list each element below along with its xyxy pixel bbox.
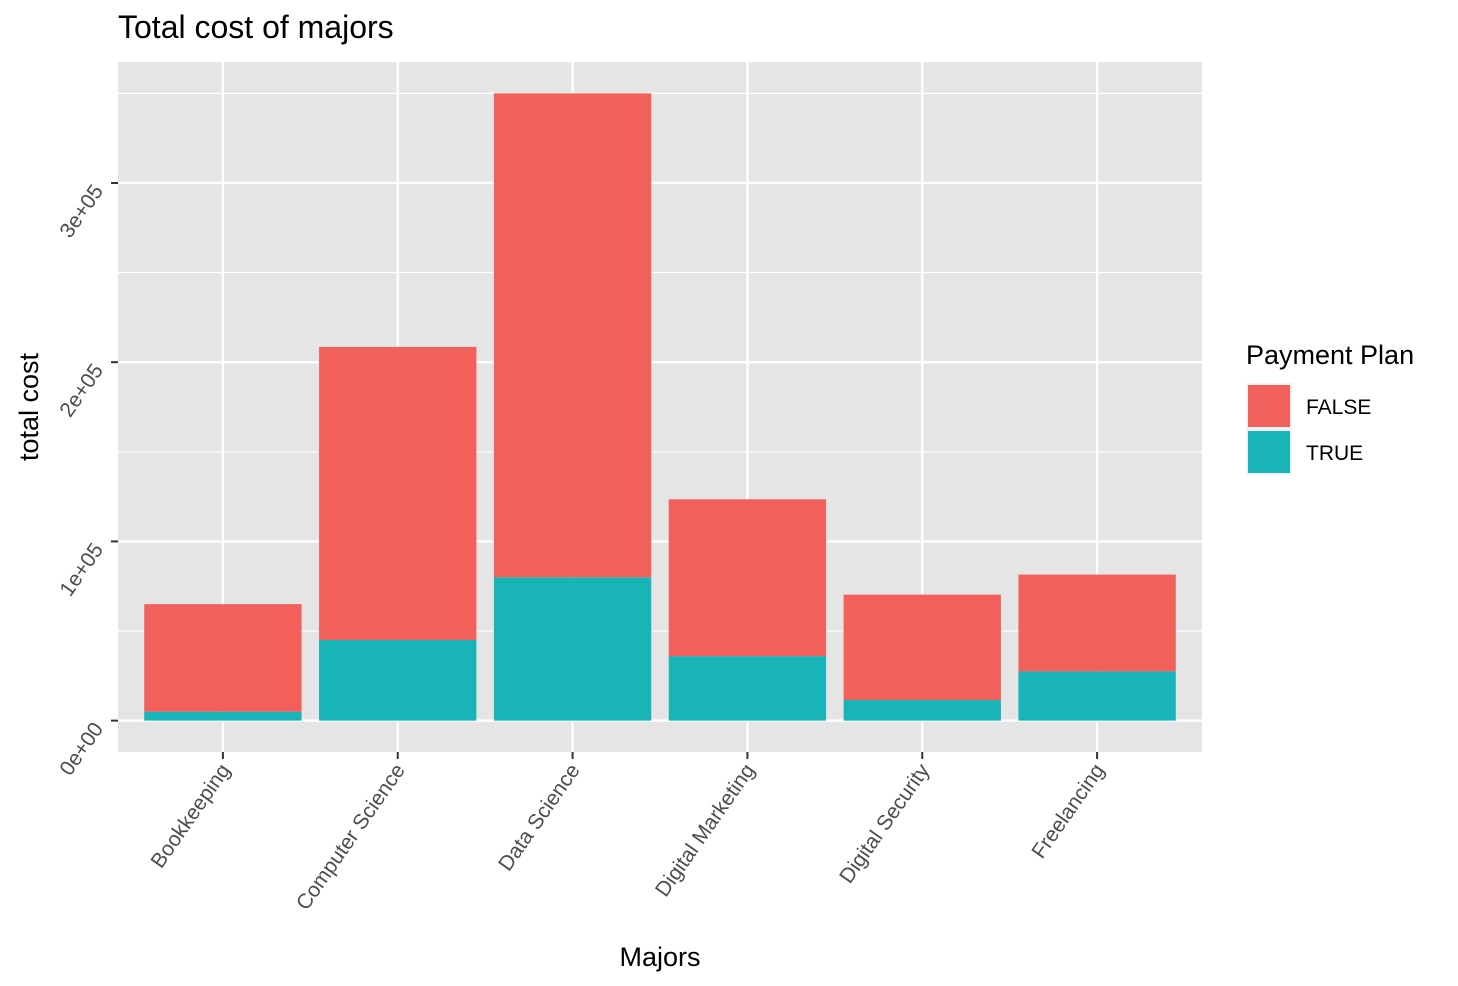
legend-swatch-false [1248,385,1290,427]
bar-false [144,604,302,712]
x-tick-label: Digital Marketing [651,760,760,901]
x-axis: Bookkeeping Computer Science Data Science D… [147,752,1109,915]
legend-title: Payment Plan [1246,340,1414,370]
y-tick-label: 2e+05 [55,360,108,422]
x-tick-label: Digital Security [835,759,934,887]
bar-false [668,499,827,657]
bar-true [843,700,1001,721]
legend: Payment Plan FALSE TRUE [1246,340,1414,475]
y-axis: 0e+00 1e+05 2e+05 3e+05 [55,181,118,780]
y-tick-label: 1e+05 [55,539,108,601]
x-tick-label: Bookkeeping [147,760,235,873]
bar-true [319,639,477,721]
bar-false [1018,574,1176,672]
bar-true [493,577,652,721]
legend-swatch-true [1248,431,1290,473]
x-axis-title: Majors [619,942,700,972]
x-tick-label: Freelancing [1027,760,1109,863]
bar-false [493,93,652,578]
bar-false [319,346,477,640]
bar-true [1018,671,1176,721]
bar-true [668,656,827,721]
x-tick-label: Computer Science [292,760,410,915]
legend-label-false: FALSE [1306,396,1371,419]
bar-true [144,711,302,721]
bars [144,93,1176,721]
chart-title: Total cost of majors [118,9,394,45]
legend-items: FALSE TRUE [1246,383,1371,475]
y-tick-label: 3e+05 [55,181,108,243]
y-tick-label: 0e+00 [55,718,108,780]
y-axis-title: total cost [14,352,44,461]
x-tick-label: Data Science [494,760,584,876]
bar-false [843,594,1001,701]
legend-label-true: TRUE [1306,442,1363,465]
